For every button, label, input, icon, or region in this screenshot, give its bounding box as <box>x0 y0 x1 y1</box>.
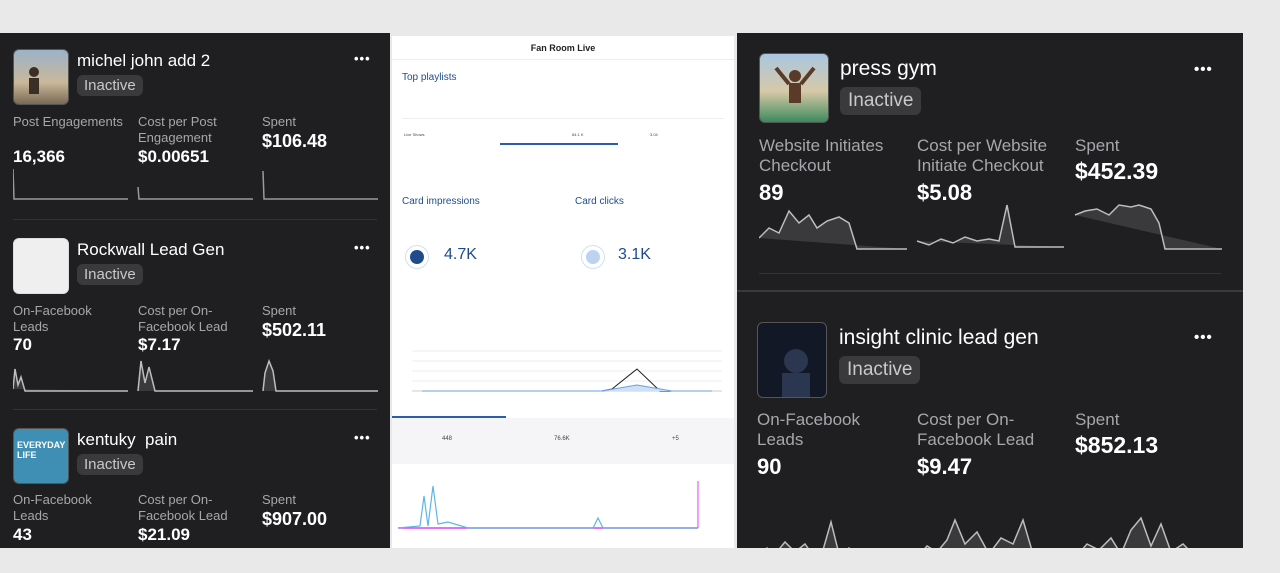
metric-label: On-Facebook Leads <box>13 303 92 334</box>
person-silhouette-icon <box>774 66 816 103</box>
top-playlists-title: Top playlists <box>402 72 457 83</box>
metric-value: $0.00651 <box>138 147 209 166</box>
card-clicks-value: 3.1K <box>618 246 651 263</box>
metric-value: $907.00 <box>262 509 328 529</box>
more-options-icon[interactable]: ••• <box>354 51 371 66</box>
metric-label: Cost per On-Facebook Lead <box>917 410 1035 450</box>
person-silhouette-icon <box>29 67 39 94</box>
status-badge: Inactive <box>77 454 143 475</box>
status-badge: Inactive <box>77 264 143 285</box>
metric-label: On-Facebook Leads <box>757 410 860 450</box>
playlist-table-header <box>402 118 724 119</box>
click-icon <box>582 246 604 268</box>
metric-label: Post Engagements <box>13 114 123 129</box>
metric-value: 70 <box>13 335 32 354</box>
metric-label: Cost per Post Engagement <box>138 114 217 145</box>
metric-value: 90 <box>757 454 782 479</box>
metric-value: 43 <box>13 525 32 544</box>
campaign-thumbnail: EVERYDAY LIFE <box>13 428 69 484</box>
metric-value: 89 <box>759 180 784 205</box>
campaign-thumbnail <box>13 238 69 294</box>
campaign-thumbnail <box>13 49 69 105</box>
metric-label: Spent <box>262 492 296 507</box>
card-clicks-title: Card clicks <box>575 196 624 207</box>
playlist-row-views: 84.1 K <box>572 132 584 137</box>
card-divider <box>13 219 377 220</box>
metric-label: Cost per On-Facebook Lead <box>138 492 228 523</box>
stat-value: 448 <box>442 436 453 442</box>
right-campaign-panel: press gym Inactive ••• Website Initiates… <box>737 33 1243 548</box>
metric-label: Spent <box>262 114 296 129</box>
campaign-title: michel john add 2 <box>77 51 211 70</box>
playlist-row-watch: 3.04 <box>650 132 658 137</box>
sparkline <box>765 516 1189 548</box>
campaign-title: press gym <box>840 57 937 80</box>
more-options-icon[interactable]: ••• <box>1194 61 1213 78</box>
sparkline <box>759 204 1222 250</box>
stats-row <box>392 418 734 464</box>
metric-label: Cost per On-Facebook Lead <box>138 303 228 334</box>
panel-header: Fan Room Live <box>392 36 734 60</box>
card-divider <box>13 409 377 410</box>
status-badge: Inactive <box>840 87 922 115</box>
eye-icon <box>406 246 428 268</box>
fan-room-analytics-panel: Fan Room Live Top playlists Live Shows 8… <box>392 36 734 548</box>
panel-separator <box>737 290 1243 292</box>
metric-label: Website Initiates Checkout <box>759 136 884 176</box>
sparkline <box>13 358 378 392</box>
left-campaign-panel: michel john add 2 Inactive ••• Post Enga… <box>0 33 390 548</box>
status-badge: Inactive <box>77 75 143 96</box>
campaign-title: Rockwall Lead Gen <box>77 240 225 259</box>
metric-label: Spent <box>1075 136 1120 155</box>
metric-value: $9.47 <box>917 454 973 479</box>
playlist-row-bg <box>402 128 724 140</box>
campaign-card-insight-clinic[interactable]: insight clinic lead gen Inactive ••• On-… <box>737 292 1243 548</box>
metric-value: $7.17 <box>138 335 181 354</box>
metric-value: $21.09 <box>138 525 190 544</box>
card-divider <box>759 273 1221 274</box>
chart-tab-underline[interactable] <box>392 416 506 418</box>
thumbnail-caption: EVERYDAY LIFE <box>17 440 66 460</box>
metric-value: $852.13 <box>1075 432 1159 458</box>
campaign-card-2[interactable]: Rockwall Lead Gen Inactive ••• On-Facebo… <box>0 223 390 413</box>
realtime-chart <box>398 481 699 529</box>
campaign-title: kentuky pain <box>77 430 178 449</box>
campaign-card-1[interactable]: michel john add 2 Inactive ••• Post Enga… <box>0 33 390 223</box>
stat-value: +5 <box>672 436 679 442</box>
stat-value: 76.6K <box>554 436 570 442</box>
more-options-icon[interactable]: ••• <box>1194 329 1213 346</box>
metric-label: Cost per Website Initiate Checkout <box>917 136 1048 176</box>
metric-value: $5.08 <box>917 180 973 205</box>
campaign-thumbnail <box>759 53 829 123</box>
more-options-icon[interactable]: ••• <box>354 240 371 255</box>
campaign-title: insight clinic lead gen <box>839 326 1039 349</box>
sparkline <box>13 169 378 200</box>
campaign-card-3[interactable]: EVERYDAY LIFE kentuky pain Inactive ••• … <box>0 413 390 548</box>
metric-value: $452.39 <box>1075 158 1159 184</box>
campaign-thumbnail <box>757 322 827 398</box>
playlist-row-label: Live Shows <box>404 132 425 137</box>
campaign-card-press-gym[interactable]: press gym Inactive ••• Website Initiates… <box>737 33 1243 288</box>
more-options-icon[interactable]: ••• <box>354 430 371 445</box>
metric-label: Spent <box>262 303 296 318</box>
status-badge: Inactive <box>839 356 921 384</box>
playlist-row-bar <box>500 143 618 145</box>
metric-value: $502.11 <box>262 320 327 340</box>
playlist-line-chart <box>412 350 722 392</box>
head-silhouette-icon <box>782 349 810 397</box>
metric-value: 16,366 <box>13 147 65 166</box>
metric-label: Spent <box>1075 410 1120 429</box>
metric-label: On-Facebook Leads <box>13 492 92 523</box>
card-impressions-value: 4.7K <box>444 246 477 263</box>
card-impressions-title: Card impressions <box>402 196 480 207</box>
metric-value: $106.48 <box>262 131 328 151</box>
